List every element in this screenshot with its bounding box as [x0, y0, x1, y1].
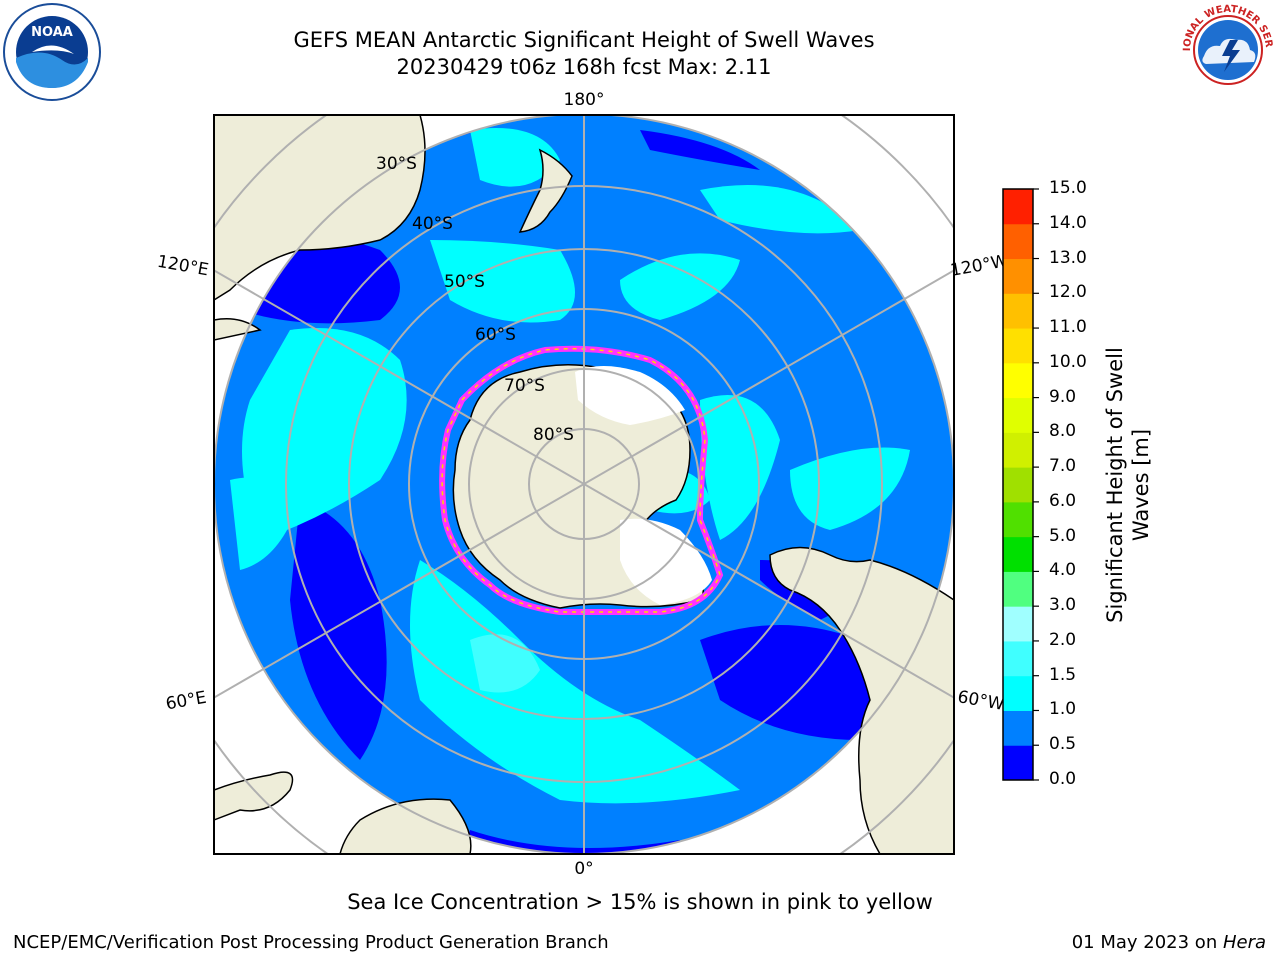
- colorbar-tick-label: 13.0: [1049, 247, 1087, 268]
- colorbar-tick-label: 10.0: [1049, 351, 1087, 372]
- colorbar-segment: [1003, 328, 1033, 364]
- colorbar: [1002, 188, 1039, 781]
- colorbar-tick-label: 8.0: [1049, 421, 1077, 442]
- colorbar-tick-label: 9.0: [1049, 386, 1077, 407]
- colorbar-segment: [1003, 223, 1033, 260]
- colorbar-tick-label: 15.0: [1049, 178, 1087, 198]
- credit-text: NCEP/EMC/Verification Post Processing Pr…: [13, 932, 609, 953]
- lon-label-60e: 60°E: [164, 688, 208, 715]
- colorbar-tick-label: 7.0: [1049, 456, 1077, 477]
- chart-subtitle: 20230429 t06z 168h fcst Max: 2.11: [396, 55, 772, 79]
- lat-label-80s: 80°S: [533, 425, 574, 445]
- svg-text:NOAA: NOAA: [31, 25, 73, 40]
- colorbar-segment: [1003, 397, 1033, 433]
- lat-label-40s: 40°S: [412, 214, 453, 234]
- africa-land: [214, 771, 294, 821]
- colorbar-border: [1002, 188, 1034, 781]
- colorbar-tick-label: 5.0: [1049, 525, 1077, 546]
- new-zealand-land: [518, 148, 573, 233]
- colorbar-tick-label: 14.0: [1049, 212, 1087, 233]
- colorbar-tick-label: 11.0: [1049, 317, 1087, 338]
- date-host: Hera: [1222, 932, 1266, 953]
- lon-label-120e: 120°E: [156, 252, 210, 281]
- colorbar-segment: [1003, 710, 1033, 746]
- date-prefix: 01 May 2023 on: [1071, 932, 1223, 953]
- lon-label-180: 180°: [564, 90, 605, 110]
- chart-title: GEFS MEAN Antarctic Significant Height o…: [293, 28, 875, 52]
- colorbar-segment: [1003, 640, 1033, 677]
- colorbar-segment: [1003, 189, 1033, 225]
- lon-label-120w: 120°W: [949, 251, 1010, 281]
- south-america-land: [769, 546, 954, 854]
- colorbar-segment: [1003, 606, 1033, 642]
- lat-label-30s: 30°S: [376, 154, 417, 174]
- colorbar-segment: [1003, 467, 1033, 503]
- swell-zone: [470, 128, 560, 187]
- colorbar-segment: [1003, 432, 1033, 468]
- lat-label-60s: 60°S: [475, 325, 516, 345]
- lon-label-60w: 60°W: [956, 687, 1006, 715]
- graticule: [214, 115, 954, 854]
- lon-label-0: 0°: [574, 859, 593, 879]
- nws-logo: NATIONAL WEATHER SERVICE: [1178, 0, 1275, 97]
- lat-label-50s: 50°S: [444, 272, 485, 292]
- colorbar-tick-label: 3.0: [1049, 595, 1077, 616]
- date-text: 01 May 2023 on Hera: [1072, 932, 1266, 953]
- colorbar-title: Significant Height of Swell Waves [m]: [1103, 347, 1153, 623]
- colorbar-tick-label: 0.5: [1049, 734, 1077, 755]
- lat-label-70s: 70°S: [504, 376, 545, 396]
- colorbar-tick-label: 1.0: [1049, 699, 1077, 720]
- colorbar-tick-label: 0.0: [1049, 769, 1077, 789]
- colorbar-tick-label: 1.5: [1049, 664, 1077, 685]
- colorbar-segment: [1003, 675, 1033, 711]
- colorbar-tick-label: 4.0: [1049, 560, 1077, 581]
- australia-land: [214, 115, 426, 301]
- ross-ice-shelf: [575, 366, 685, 425]
- colorbar-segment: [1003, 362, 1033, 399]
- colorbar-tick-label: 12.0: [1049, 282, 1087, 303]
- sea-ice-note: Sea Ice Concentration > 15% is shown in …: [347, 890, 933, 914]
- colorbar-segment: [1003, 293, 1033, 329]
- colorbar-segment: [1003, 536, 1033, 572]
- colorbar-segment: [1003, 745, 1033, 781]
- colorbar-segment: [1003, 501, 1033, 538]
- colorbar-segment: [1003, 258, 1033, 294]
- noaa-logo: NOAA: [3, 3, 101, 101]
- colorbar-segment: [1003, 571, 1033, 607]
- colorbar-tick-label: 2.0: [1049, 629, 1077, 650]
- colorbar-tick-label: 6.0: [1049, 490, 1077, 511]
